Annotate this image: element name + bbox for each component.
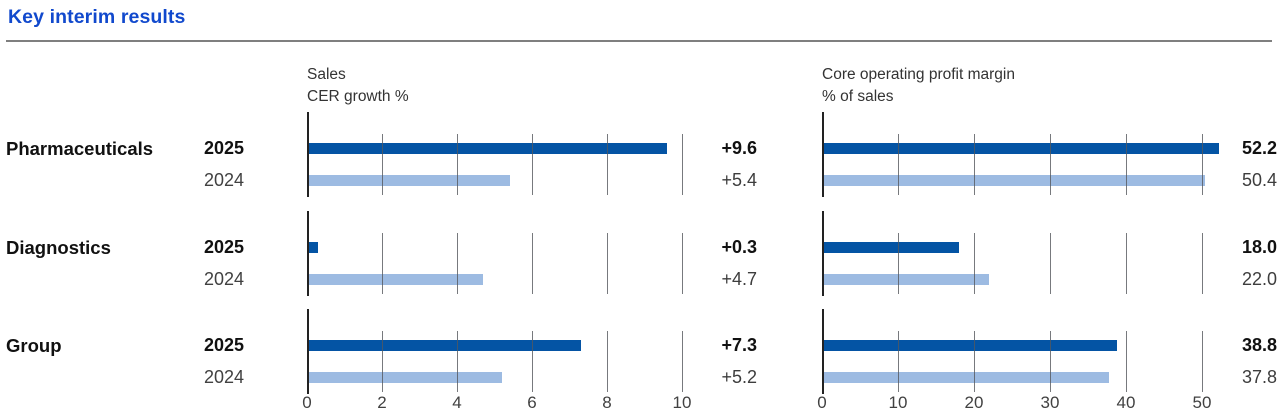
left-panel-header: Sales CER growth % — [307, 64, 409, 108]
gridline — [457, 233, 458, 294]
axis-baseline — [307, 309, 309, 394]
gridline — [382, 134, 383, 195]
gridline — [1050, 233, 1051, 294]
gridline — [1202, 233, 1203, 294]
bar-2024-diagnostics — [307, 274, 484, 285]
gridline — [1126, 233, 1127, 294]
bar-2025-diagnostics — [307, 242, 319, 253]
year-label-2025: 2025 — [204, 237, 245, 257]
row-label-pharmaceuticals: Pharmaceuticals — [6, 138, 154, 159]
bar-2025-group — [822, 340, 1117, 351]
gridline — [532, 233, 533, 294]
bar-2025-pharmaceuticals — [822, 143, 1219, 154]
bar-2024-pharmaceuticals — [822, 175, 1206, 186]
gridline — [898, 331, 899, 392]
axis-tick-label: 0 — [817, 393, 827, 412]
value-label-2025-group: +7.3 — [721, 335, 757, 355]
gridline — [457, 331, 458, 392]
gridline — [1050, 331, 1051, 392]
gridline — [607, 233, 608, 294]
row-label-diagnostics: Diagnostics — [6, 237, 111, 258]
axis-tick-label: 4 — [452, 393, 462, 412]
gridline — [682, 134, 683, 195]
axis-tick-label: 30 — [1040, 393, 1060, 412]
bar-2025-pharmaceuticals — [307, 143, 667, 154]
right-panel-title: Core operating profit margin — [822, 66, 1015, 83]
axis-tick-label: 10 — [672, 393, 692, 412]
bar-2024-diagnostics — [822, 274, 990, 285]
axis-baseline — [307, 112, 309, 197]
axis-tick-label: 8 — [602, 393, 612, 412]
year-label-2024: 2024 — [204, 269, 245, 289]
gridline — [607, 134, 608, 195]
bar-2025-diagnostics — [822, 242, 959, 253]
right-panel-subtitle: % of sales — [822, 88, 894, 105]
gridline — [382, 233, 383, 294]
axis-tick-label: 50 — [1192, 393, 1212, 412]
axis-tick-label: 20 — [964, 393, 984, 412]
gridline — [974, 233, 975, 294]
value-label-2025-group: 38.8 — [1241, 335, 1277, 355]
right-panel-header: Core operating profit margin % of sales — [822, 64, 1015, 108]
year-label-2025: 2025 — [204, 138, 245, 158]
value-label-2025-diagnostics: 18.0 — [1241, 237, 1277, 257]
bar-2024-group — [307, 372, 502, 383]
value-label-2024-diagnostics: 22.0 — [1241, 269, 1277, 289]
title-underline — [6, 40, 1272, 42]
left-panel-title: Sales — [307, 66, 346, 83]
value-label-2024-group: 37.8 — [1241, 367, 1277, 387]
axis-tick-label: 0 — [302, 393, 312, 412]
axis-tick-label: 10 — [888, 393, 908, 412]
bar-2025-group — [307, 340, 581, 351]
gridline — [898, 134, 899, 195]
value-label-2024-pharmaceuticals: 50.4 — [1241, 170, 1277, 190]
left-panel-subtitle: CER growth % — [307, 88, 409, 105]
axis-tick-label: 6 — [527, 393, 537, 412]
year-label-2024: 2024 — [204, 367, 245, 387]
gridline — [974, 331, 975, 392]
gridline — [382, 331, 383, 392]
axis-baseline — [307, 211, 309, 296]
gridline — [974, 134, 975, 195]
gridline — [682, 331, 683, 392]
axis-baseline — [822, 211, 824, 296]
value-label-2024-diagnostics: +4.7 — [721, 269, 757, 289]
axis-tick-label: 2 — [377, 393, 387, 412]
gridline — [1202, 134, 1203, 195]
value-label-2025-diagnostics: +0.3 — [721, 237, 757, 257]
year-label-2024: 2024 — [204, 170, 245, 190]
gridline — [898, 233, 899, 294]
value-label-2024-pharmaceuticals: +5.4 — [721, 170, 757, 190]
gridline — [532, 331, 533, 392]
gridline — [457, 134, 458, 195]
gridline — [607, 331, 608, 392]
gridline — [532, 134, 533, 195]
gridline — [1202, 331, 1203, 392]
axis-tick-label: 40 — [1116, 393, 1136, 412]
value-label-2024-group: +5.2 — [721, 367, 757, 387]
value-label-2025-pharmaceuticals: 52.2 — [1241, 138, 1277, 158]
value-label-2025-pharmaceuticals: +9.6 — [721, 138, 757, 158]
gridline — [1050, 134, 1051, 195]
gridline — [1126, 331, 1127, 392]
axis-baseline — [822, 309, 824, 394]
row-label-group: Group — [6, 335, 62, 356]
year-label-2025: 2025 — [204, 335, 245, 355]
bar-2024-pharmaceuticals — [307, 175, 510, 186]
bar-2024-group — [822, 372, 1110, 383]
page-title: Key interim results — [8, 6, 186, 28]
gridline — [1126, 134, 1127, 195]
axis-baseline — [822, 112, 824, 197]
gridline — [682, 233, 683, 294]
